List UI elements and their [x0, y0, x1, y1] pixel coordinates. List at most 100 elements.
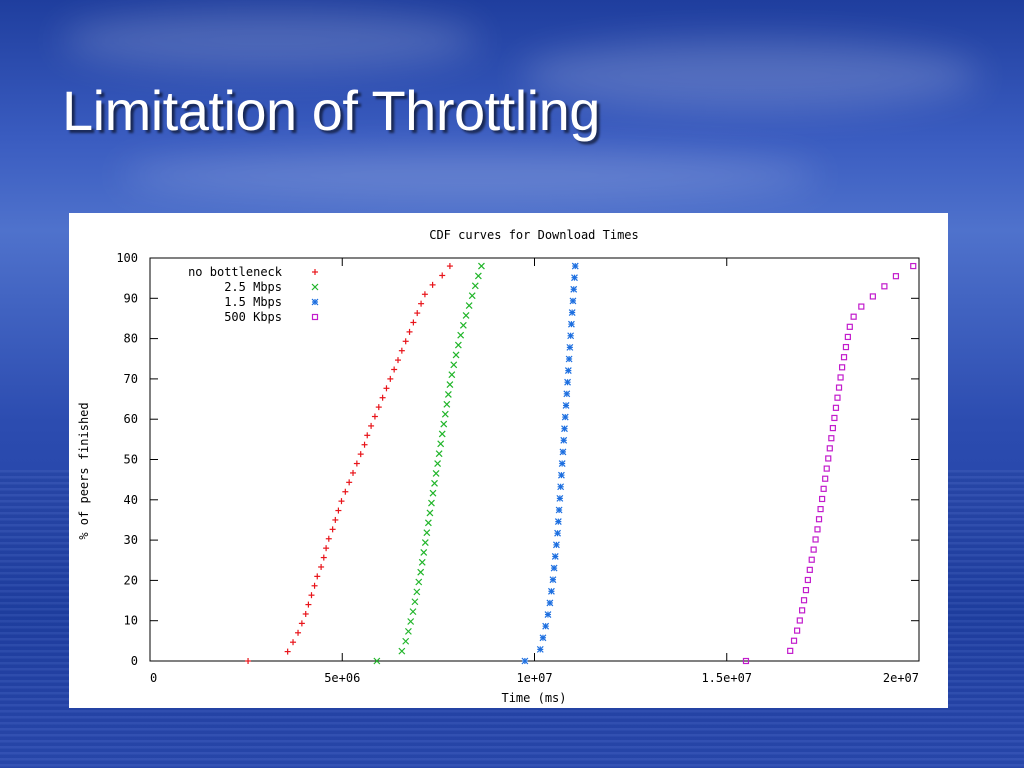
data-point [311, 582, 318, 589]
y-tick-label: 90 [124, 291, 138, 305]
data-point [910, 262, 917, 270]
data-point [424, 519, 432, 527]
data-point [441, 410, 449, 418]
data-point [439, 272, 446, 279]
data-point [452, 351, 460, 359]
data-point [563, 390, 571, 398]
data-point [559, 448, 567, 456]
chart-frame: CDF curves for Download Times % of peers… [69, 213, 948, 708]
data-point [806, 566, 813, 573]
data-point [338, 498, 345, 505]
data-point [395, 357, 402, 364]
data-point [564, 378, 571, 386]
data-point [555, 506, 563, 514]
data-point [557, 471, 565, 479]
data-point [850, 313, 857, 320]
data-point [549, 576, 557, 584]
data-point [835, 384, 843, 391]
data-point [438, 430, 446, 438]
data-point [551, 553, 559, 560]
data-point [562, 402, 570, 409]
data-point [361, 441, 368, 448]
data-point [402, 338, 409, 345]
data-point [410, 319, 417, 326]
data-point [567, 320, 575, 328]
legend-marker [312, 269, 318, 275]
data-point [554, 518, 562, 526]
data-point [834, 394, 841, 401]
data-point [434, 460, 442, 467]
data-point [465, 302, 473, 309]
data-point [426, 509, 434, 517]
data-point [832, 404, 840, 411]
data-point [459, 321, 467, 329]
data-point [314, 573, 321, 580]
data-point [350, 469, 357, 476]
y-tick-label: 100 [116, 251, 138, 265]
data-point [305, 601, 312, 608]
data-point [379, 394, 386, 401]
data-point [454, 341, 462, 349]
data-point [571, 274, 578, 282]
x-tick-label: 1e+07 [516, 671, 552, 685]
data-point [799, 607, 806, 614]
y-tick-label: 20 [124, 573, 138, 587]
legend-label: no bottleneck [188, 265, 283, 279]
data-point [560, 436, 568, 444]
data-point [808, 556, 815, 563]
data-point [329, 526, 336, 533]
cdf-chart: CDF curves for Download Times % of peers… [77, 228, 920, 705]
data-point [446, 381, 454, 388]
data-point [565, 355, 573, 363]
data-point [323, 545, 330, 552]
series-2-5-mbps [373, 262, 485, 665]
data-point [829, 424, 836, 432]
y-tick-label: 80 [124, 332, 138, 346]
data-point [450, 361, 458, 369]
data-point [550, 564, 558, 572]
data-point [814, 526, 821, 533]
data-point [443, 400, 451, 408]
data-point [353, 460, 360, 467]
data-point [802, 587, 810, 594]
data-point [840, 354, 848, 361]
data-point [423, 529, 431, 537]
data-point [742, 657, 750, 665]
data-point [826, 445, 833, 452]
data-point [402, 637, 410, 645]
data-point [346, 479, 353, 486]
legend-marker [311, 283, 319, 291]
data-point [790, 637, 798, 644]
data-point [444, 390, 452, 398]
data-point [383, 385, 390, 392]
data-point [471, 282, 479, 290]
y-tick-label: 40 [124, 493, 138, 507]
data-point [568, 309, 576, 316]
data-point [387, 375, 394, 382]
data-point [418, 300, 425, 307]
data-point [881, 283, 888, 290]
data-point [787, 647, 794, 654]
data-point [398, 647, 406, 655]
data-point [437, 440, 445, 448]
data-point [815, 516, 823, 523]
data-point [825, 455, 832, 462]
legend-label: 2.5 Mbps [224, 280, 282, 294]
data-point [556, 494, 564, 502]
data-point [561, 413, 569, 421]
data-point [335, 507, 342, 514]
legend-marker [311, 313, 319, 321]
data-point [794, 627, 801, 634]
data-point [478, 262, 485, 270]
y-tick-label: 10 [124, 614, 138, 628]
data-point [842, 343, 850, 351]
data-point [428, 499, 435, 507]
data-point [320, 554, 327, 561]
data-point [844, 333, 851, 341]
data-point [828, 435, 835, 442]
data-point [418, 558, 426, 566]
legend-label: 1.5 Mbps [224, 295, 282, 309]
x-axis-label: Time (ms) [501, 691, 566, 705]
data-point [474, 272, 482, 280]
data-point [429, 489, 437, 497]
